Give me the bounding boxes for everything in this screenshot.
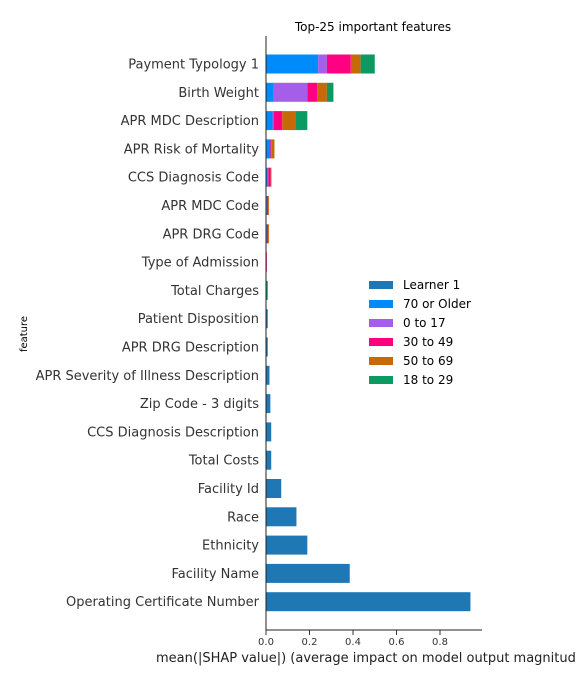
chart-title: Top-25 important features: [294, 20, 451, 34]
bar-segment: [266, 592, 471, 612]
legend-label: 0 to 17: [403, 316, 446, 330]
y-tick-label: Ethnicity: [202, 539, 259, 554]
x-axis-label: mean(|SHAP value|) (average impact on mo…: [156, 651, 576, 666]
y-tick-label: APR MDC Code: [161, 199, 259, 214]
bar-segment: [266, 111, 273, 131]
bar-segment: [317, 82, 327, 102]
legend-swatch: [369, 300, 393, 308]
y-tick-label: Facility Name: [171, 567, 259, 582]
bar-segment: [272, 111, 274, 131]
legend-swatch: [369, 281, 393, 289]
y-tick-label: CCS Diagnosis Code: [128, 171, 259, 186]
bar-segment: [266, 167, 268, 187]
bar-segment: [266, 422, 272, 442]
bar-segment: [266, 196, 269, 215]
bar-segment: [271, 139, 275, 159]
y-tick-label: Operating Certificate Number: [66, 595, 260, 610]
bar-segment: [266, 337, 268, 357]
y-tick-label: APR MDC Description: [121, 114, 259, 129]
x-tick-label: 0.2: [302, 637, 318, 648]
y-tick-label: Race: [227, 510, 259, 525]
x-tick-label: 0.8: [432, 637, 448, 648]
bar-segment: [326, 82, 334, 102]
bar-segment: [273, 111, 283, 131]
y-tick-label: APR Severity of Illness Description: [36, 369, 259, 384]
y-tick-label: APR DRG Description: [122, 341, 259, 356]
x-tick-label: 0.6: [389, 637, 405, 648]
bar-segment: [268, 196, 270, 215]
legend-swatch: [369, 357, 393, 365]
bar-segment: [282, 111, 296, 131]
y-tick-label: APR DRG Code: [163, 227, 259, 242]
bar-segment: [266, 450, 272, 470]
bar-segment: [266, 507, 297, 527]
bar-segment: [266, 82, 274, 102]
legend: Learner 1 70 or Older 0 to 17 30 to 49 50 to…: [369, 278, 471, 387]
bar-segment: [266, 365, 270, 385]
bar-segment: [266, 309, 268, 329]
y-tick-label: Patient Disposition: [138, 312, 259, 327]
bar-segment: [326, 54, 351, 74]
bar-segment: [268, 224, 270, 244]
y-tick-label: Birth Weight: [178, 86, 259, 101]
bar-segment: [273, 82, 308, 102]
bar-segment: [266, 535, 308, 555]
legend-label: 18 to 29: [403, 373, 453, 387]
bar-segment: [318, 54, 327, 74]
bar-segment: [350, 54, 361, 74]
bars: [266, 54, 471, 612]
legend-swatch: [369, 338, 393, 346]
y-tick-label: CCS Diagnosis Description: [87, 425, 259, 440]
bar-segment: [266, 394, 271, 414]
bar-segment: [267, 167, 269, 187]
y-tick-labels: Payment Typology 1 Birth Weight APR MDC De…: [36, 58, 260, 611]
y-tick-label: Type of Admission: [141, 256, 259, 271]
bar-segment: [268, 167, 271, 187]
y-tick-label: Total Charges: [170, 284, 259, 299]
bar-segment: [266, 563, 350, 583]
bar-segment: [266, 139, 271, 159]
legend-label: Learner 1: [403, 278, 460, 292]
y-tick-label: Payment Typology 1: [128, 58, 259, 73]
bar-segment: [307, 82, 318, 102]
bar-segment: [360, 54, 375, 74]
x-tick-label: 0.0: [258, 637, 274, 648]
bar-segment: [266, 54, 319, 74]
legend-label: 50 to 69: [403, 354, 453, 368]
x-ticks: 0.0 0.2 0.4 0.6 0.8: [258, 630, 448, 648]
bar-segment: [270, 139, 272, 159]
y-tick-label: APR Risk of Mortality: [124, 142, 260, 157]
legend-swatch: [369, 376, 393, 384]
y-tick-label: Total Costs: [188, 454, 259, 469]
legend-swatch: [369, 319, 393, 327]
legend-label: 30 to 49: [403, 335, 453, 349]
bar-segment: [266, 224, 269, 244]
legend-label: 70 or Older: [403, 297, 471, 311]
y-axis-label: feature: [19, 316, 30, 352]
bar-segment: [266, 280, 268, 300]
bar-segment: [266, 479, 282, 498]
x-tick-label: 0.4: [345, 637, 361, 648]
bar-segment: [295, 111, 308, 131]
bar-segment: [270, 167, 272, 187]
y-tick-label: Zip Code - 3 digits: [140, 397, 259, 412]
y-tick-label: Facility Id: [198, 482, 259, 497]
